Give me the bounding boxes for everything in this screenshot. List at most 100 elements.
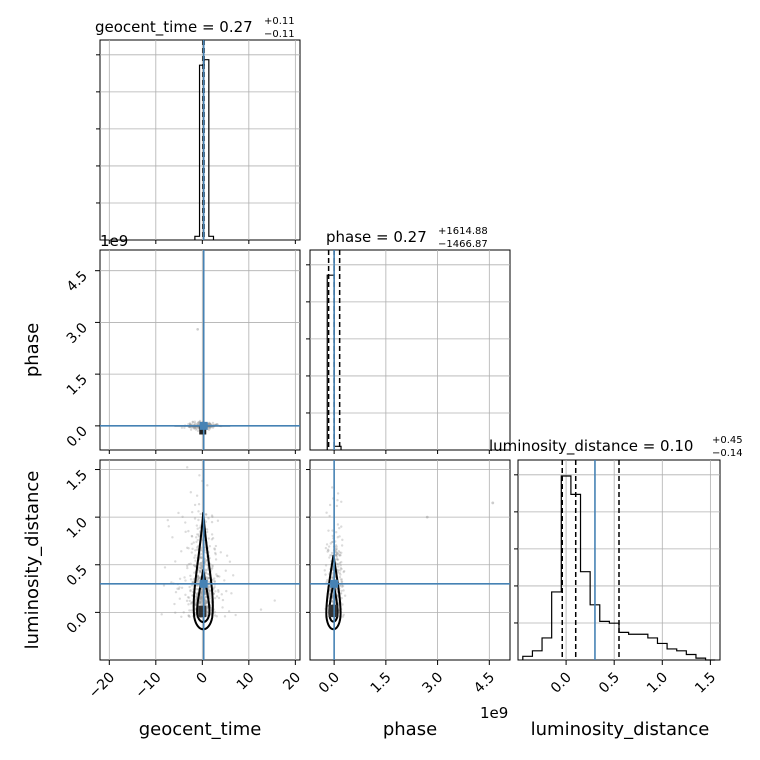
scatter-point <box>335 545 338 548</box>
scatter-point <box>205 600 208 603</box>
scatter-point <box>188 422 192 425</box>
scatter-point <box>200 592 203 596</box>
scatter-point <box>196 527 199 530</box>
scatter-point <box>197 568 200 572</box>
scatter-point <box>191 580 194 584</box>
scatter-point <box>340 580 344 583</box>
scatter-point <box>196 545 200 548</box>
x-tick-label: 0.5 <box>596 670 623 697</box>
scatter-point <box>204 598 207 602</box>
density-core <box>328 604 338 618</box>
scatter-point <box>198 600 202 603</box>
scatter-point <box>335 562 339 566</box>
scatter-point <box>340 585 344 588</box>
x-tick-label: −20 <box>86 670 118 702</box>
scatter-point <box>205 576 209 579</box>
scatter-point <box>340 580 343 584</box>
scatter-point <box>180 550 183 553</box>
scatter-point <box>195 588 198 591</box>
scatter-point <box>190 584 194 587</box>
title-phase-minus: −1466.87 <box>438 239 488 250</box>
histogram-luminosity-distance <box>522 475 716 661</box>
scatter-point <box>199 601 202 604</box>
scatter-point <box>197 566 201 569</box>
scatter-point <box>204 600 207 603</box>
scatter-point <box>190 423 194 426</box>
scatter-point <box>185 564 189 568</box>
x-tick-label: 0.0 <box>548 670 575 697</box>
scatter-point <box>199 603 202 606</box>
scatter-point <box>341 603 344 606</box>
scatter-point <box>221 598 225 602</box>
scatter-point <box>197 577 200 580</box>
x-tick-label: 1.5 <box>692 670 719 697</box>
scatter-point <box>213 614 217 617</box>
scatter-point <box>199 567 203 570</box>
scatter-point <box>199 601 203 605</box>
scatter-point <box>328 556 331 559</box>
scatter-point <box>195 593 199 596</box>
scatter-point <box>195 422 198 426</box>
truth-marker <box>199 579 208 588</box>
scatter-point <box>208 422 212 426</box>
scatter-point <box>334 553 337 557</box>
scatter-point <box>230 592 233 595</box>
scatter-point <box>327 549 330 552</box>
scatter-point <box>160 613 163 616</box>
scatter-point <box>339 573 342 576</box>
scatter-point <box>197 533 200 536</box>
scatter-point <box>198 576 202 580</box>
scatter-point <box>198 474 201 477</box>
scatter-point <box>204 599 207 603</box>
scatter-point <box>338 576 342 579</box>
density-core <box>198 605 207 618</box>
scatter-point <box>335 504 339 508</box>
scatter-point <box>196 584 199 587</box>
panel-phase-hist <box>309 249 511 451</box>
scatter-point <box>207 587 210 590</box>
scatter-point <box>215 615 219 618</box>
scatter-point <box>171 536 174 539</box>
scatter-point <box>199 595 203 599</box>
scatter-point <box>204 561 207 565</box>
scatter-point <box>189 426 192 429</box>
scatter-point <box>194 603 197 607</box>
scatter-point <box>491 501 495 505</box>
scatter-point <box>210 538 214 541</box>
scatter-point <box>326 550 329 553</box>
scatter-point <box>199 512 202 516</box>
scatter-point <box>193 422 197 425</box>
scatter-point <box>220 593 223 596</box>
x-tick-label: 3.0 <box>419 670 446 697</box>
scatter-point <box>178 577 182 580</box>
scatter-point <box>187 562 191 566</box>
scatter-point <box>190 542 194 546</box>
scatter-point <box>186 546 189 549</box>
scatter-point <box>206 611 209 614</box>
scatter-point <box>180 615 183 619</box>
scatter-point <box>330 600 334 603</box>
scatter-point <box>211 564 214 567</box>
scatter-point <box>200 591 203 594</box>
scatter-point <box>331 576 334 579</box>
x-tick-label: 10 <box>234 670 258 694</box>
scatter-point <box>228 560 232 563</box>
scatter-point <box>192 578 195 581</box>
scatter-point <box>210 568 213 571</box>
scatter-point <box>334 548 338 551</box>
scatter-point <box>234 613 237 617</box>
scatter-point <box>334 549 338 552</box>
scatter-point <box>199 556 202 560</box>
scatter-point <box>200 596 203 599</box>
scatter-point <box>214 544 218 548</box>
scatter-point <box>194 428 198 431</box>
scatter-point <box>166 518 170 522</box>
scatter-point <box>204 602 208 605</box>
scatter-point <box>340 584 344 587</box>
scatter-point <box>338 554 341 557</box>
scatter-point <box>207 517 210 520</box>
scatter-point <box>197 426 200 429</box>
scatter-point <box>206 484 209 487</box>
scatter-point <box>334 554 338 557</box>
scatter-point <box>187 596 191 599</box>
